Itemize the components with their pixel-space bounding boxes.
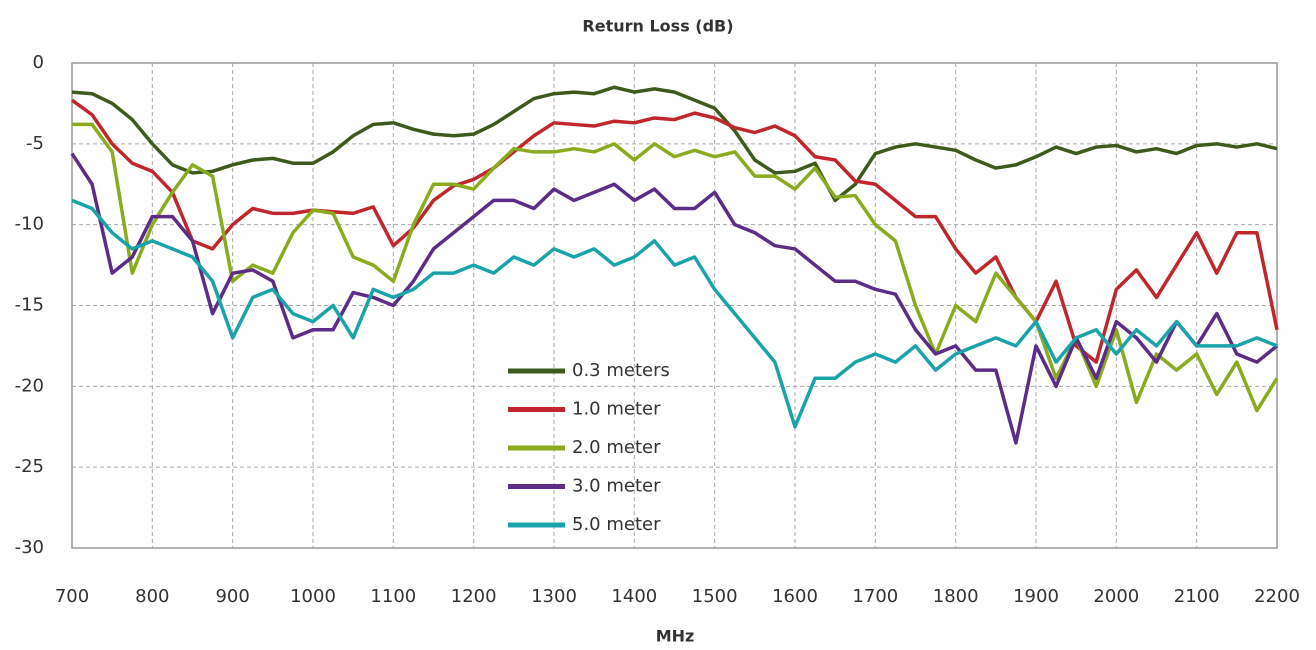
legend-label: 1.0 meter xyxy=(572,399,661,420)
x-tick-label: 700 xyxy=(55,586,89,607)
series-line xyxy=(70,98,1279,364)
chart-title: Return Loss (dB) xyxy=(582,17,733,36)
x-tick-label: 1400 xyxy=(611,586,657,607)
x-tick-label: 1200 xyxy=(451,586,497,607)
x-tick-label: 2100 xyxy=(1174,586,1220,607)
legend-label: 2.0 meter xyxy=(572,437,661,458)
legend-label: 0.3 meters xyxy=(572,360,670,381)
y-tick-label: -15 xyxy=(15,295,44,316)
x-tick-label: 1300 xyxy=(531,586,577,607)
x-tick-label: 1600 xyxy=(772,586,818,607)
y-tick-label: 0 xyxy=(33,52,44,73)
y-tick-label: -10 xyxy=(15,214,44,235)
y-tick-label: -30 xyxy=(15,537,44,558)
x-tick-label: 1800 xyxy=(933,586,979,607)
plot-border xyxy=(71,62,1278,549)
y-tick-label: -25 xyxy=(15,456,44,477)
x-tick-label: 800 xyxy=(135,586,169,607)
x-axis-label: MHz xyxy=(656,627,695,646)
x-tick-label: 1900 xyxy=(1013,586,1059,607)
x-tick-label: 900 xyxy=(215,586,249,607)
series-line xyxy=(71,198,1278,429)
x-tick-label: 1500 xyxy=(692,586,738,607)
x-tick-label: 1700 xyxy=(852,586,898,607)
legend-label: 3.0 meter xyxy=(572,476,661,497)
legend-label: 5.0 meter xyxy=(572,514,661,535)
x-tick-label: 2200 xyxy=(1254,586,1300,607)
y-tick-label: -20 xyxy=(15,375,44,396)
x-tick-label: 1000 xyxy=(290,586,336,607)
x-tick-label: 2000 xyxy=(1093,586,1139,607)
x-tick-label: 1100 xyxy=(370,586,416,607)
y-tick-label: -5 xyxy=(26,133,44,154)
series-line xyxy=(72,122,1279,413)
series-line xyxy=(71,85,1278,203)
